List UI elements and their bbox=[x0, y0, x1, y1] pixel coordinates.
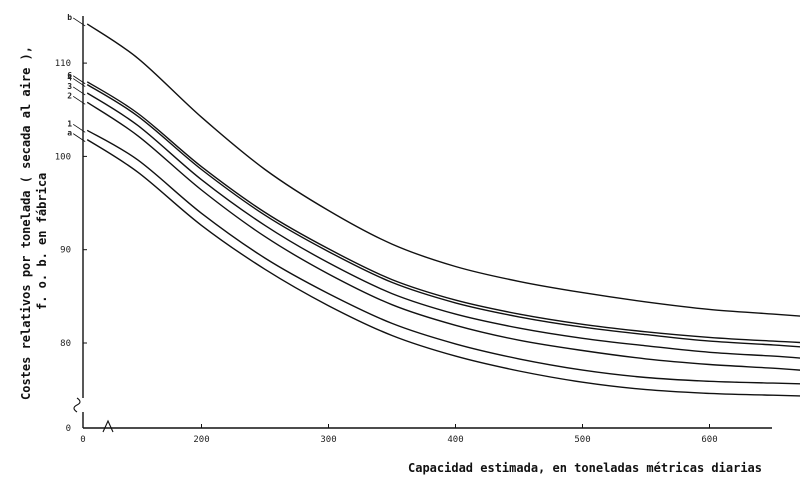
y-axis-break bbox=[73, 397, 81, 413]
x-tick-label: 0 bbox=[80, 435, 85, 445]
y-tick-label: 80 bbox=[60, 339, 71, 349]
x-tick-label: 300 bbox=[320, 435, 336, 445]
curve-1 bbox=[86, 129, 800, 385]
x-axis-break bbox=[102, 419, 114, 433]
x-tick-label: 400 bbox=[447, 435, 463, 445]
x-ticks: 0200300400500600700 bbox=[80, 424, 718, 445]
y-ticks: 0 80 90 100 110 bbox=[55, 59, 87, 434]
axes bbox=[73, 16, 772, 433]
y-tick-label: 0 bbox=[66, 424, 71, 434]
curve-a bbox=[86, 139, 800, 397]
y-tick-label: 100 bbox=[55, 152, 71, 162]
curve-labels: bb6644332211aa bbox=[67, 13, 86, 142]
y-tick-label: 90 bbox=[60, 246, 71, 256]
curve-label-left-3: 3 bbox=[67, 82, 72, 91]
label-leader-left bbox=[72, 75, 86, 85]
curve-2 bbox=[86, 101, 800, 371]
curves bbox=[86, 23, 800, 397]
y-axis-label-line2: f. o. b. en fábrica bbox=[35, 173, 49, 310]
curve-label-left-2: 2 bbox=[67, 91, 72, 100]
y-axis-label-line1: Costes relativos por tonelada ( secada a… bbox=[19, 46, 33, 400]
label-leader-left bbox=[72, 17, 86, 27]
curve-6 bbox=[86, 81, 800, 344]
curve-label-left-1: 1 bbox=[67, 119, 72, 128]
curve-label-left-4: 4 bbox=[67, 74, 72, 83]
label-leader-left bbox=[72, 95, 86, 105]
curve-label-left-a: a bbox=[67, 129, 72, 138]
x-tick-label: 500 bbox=[574, 435, 590, 445]
curve-3 bbox=[86, 92, 800, 359]
x-axis-label: Capacidad estimada, en toneladas métrica… bbox=[408, 461, 762, 475]
curve-label-left-b: b bbox=[67, 13, 72, 22]
curve-label-left-6: 6 bbox=[67, 71, 72, 80]
y-tick-label: 110 bbox=[55, 59, 71, 69]
curve-4 bbox=[86, 84, 800, 348]
x-tick-label: 600 bbox=[701, 435, 717, 445]
label-leader-left bbox=[72, 123, 86, 133]
label-leader-left bbox=[72, 86, 86, 96]
x-tick-label: 200 bbox=[193, 435, 209, 445]
curve-b bbox=[86, 23, 800, 317]
label-leader-left bbox=[72, 78, 86, 87]
label-leader-left bbox=[72, 133, 86, 142]
